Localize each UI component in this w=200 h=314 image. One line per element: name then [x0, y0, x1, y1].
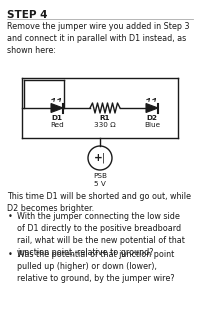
Text: D2: D2 — [146, 116, 158, 122]
Text: R1: R1 — [100, 116, 110, 122]
Text: D1: D1 — [52, 116, 62, 122]
Text: This time D1 will be shorted and go out, while
D2 becomes brighter.: This time D1 will be shorted and go out,… — [7, 192, 191, 213]
Text: With the jumper connecting the low side
of D1 directly to the positive breadboar: With the jumper connecting the low side … — [17, 212, 185, 257]
Text: •: • — [8, 212, 13, 221]
Text: 330 Ω: 330 Ω — [94, 122, 116, 128]
Text: Red: Red — [50, 122, 64, 128]
Polygon shape — [51, 104, 63, 112]
Text: •: • — [8, 250, 13, 259]
Polygon shape — [146, 104, 158, 112]
Text: Remove the jumper wire you added in Step 3
and connect it in parallel with D1 in: Remove the jumper wire you added in Step… — [7, 22, 190, 55]
Text: +: + — [94, 153, 102, 163]
Text: Was the potential of that junction point
pulled up (higher) or down (lower),
rel: Was the potential of that junction point… — [17, 250, 175, 283]
Text: STEP 4: STEP 4 — [7, 10, 48, 20]
Text: Blue: Blue — [144, 122, 160, 128]
Text: PSB
5 V: PSB 5 V — [93, 173, 107, 187]
Text: |: | — [101, 153, 105, 163]
